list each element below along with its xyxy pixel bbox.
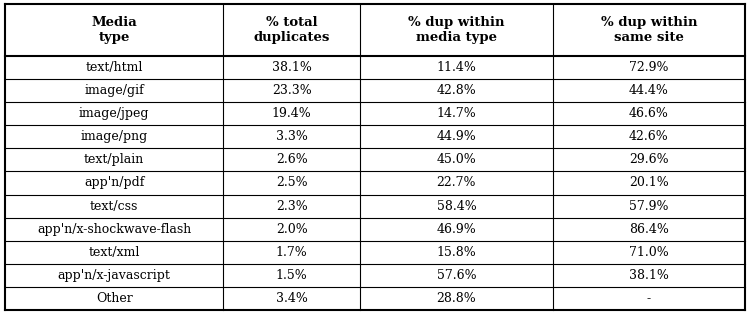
Text: text/xml: text/xml <box>88 246 140 259</box>
Text: 2.3%: 2.3% <box>276 200 308 213</box>
Text: 38.1%: 38.1% <box>628 269 669 282</box>
Text: text/html: text/html <box>86 61 142 74</box>
Text: text/css: text/css <box>90 200 138 213</box>
Text: app'n/x-shockwave-flash: app'n/x-shockwave-flash <box>37 223 191 236</box>
Text: 71.0%: 71.0% <box>629 246 669 259</box>
Text: 72.9%: 72.9% <box>629 61 668 74</box>
Text: 19.4%: 19.4% <box>272 107 312 120</box>
Text: 44.9%: 44.9% <box>436 130 476 143</box>
Text: 28.8%: 28.8% <box>436 292 476 305</box>
Text: 58.4%: 58.4% <box>436 200 476 213</box>
Text: text/plain: text/plain <box>84 154 144 166</box>
Text: 42.8%: 42.8% <box>436 84 476 97</box>
Text: 15.8%: 15.8% <box>436 246 476 259</box>
Text: 2.0%: 2.0% <box>276 223 308 236</box>
Text: 1.5%: 1.5% <box>276 269 308 282</box>
Text: Media
type: Media type <box>92 16 137 44</box>
Text: % dup within
same site: % dup within same site <box>601 16 697 44</box>
Text: app'n/x-javascript: app'n/x-javascript <box>58 269 170 282</box>
Text: 2.5%: 2.5% <box>276 176 308 190</box>
Text: Other: Other <box>96 292 133 305</box>
Text: 11.4%: 11.4% <box>436 61 476 74</box>
Text: -: - <box>646 292 651 305</box>
Text: 22.7%: 22.7% <box>436 176 476 190</box>
Text: 57.9%: 57.9% <box>629 200 668 213</box>
Text: 29.6%: 29.6% <box>629 154 668 166</box>
Text: 46.9%: 46.9% <box>436 223 476 236</box>
Text: 1.7%: 1.7% <box>276 246 308 259</box>
Text: 86.4%: 86.4% <box>628 223 669 236</box>
Text: 42.6%: 42.6% <box>629 130 669 143</box>
Text: 45.0%: 45.0% <box>436 154 476 166</box>
Text: % total
duplicates: % total duplicates <box>254 16 330 44</box>
Text: 23.3%: 23.3% <box>272 84 312 97</box>
Text: image/jpeg: image/jpeg <box>79 107 149 120</box>
Text: 3.4%: 3.4% <box>276 292 308 305</box>
Text: 46.6%: 46.6% <box>628 107 669 120</box>
Text: image/gif: image/gif <box>84 84 144 97</box>
Text: 38.1%: 38.1% <box>272 61 312 74</box>
Text: 14.7%: 14.7% <box>436 107 476 120</box>
Text: 57.6%: 57.6% <box>436 269 476 282</box>
Text: 44.4%: 44.4% <box>628 84 669 97</box>
Text: app'n/pdf: app'n/pdf <box>84 176 144 190</box>
Text: 2.6%: 2.6% <box>276 154 308 166</box>
Text: image/png: image/png <box>80 130 148 143</box>
Text: 3.3%: 3.3% <box>276 130 308 143</box>
Text: 20.1%: 20.1% <box>629 176 669 190</box>
Text: % dup within
media type: % dup within media type <box>408 16 505 44</box>
